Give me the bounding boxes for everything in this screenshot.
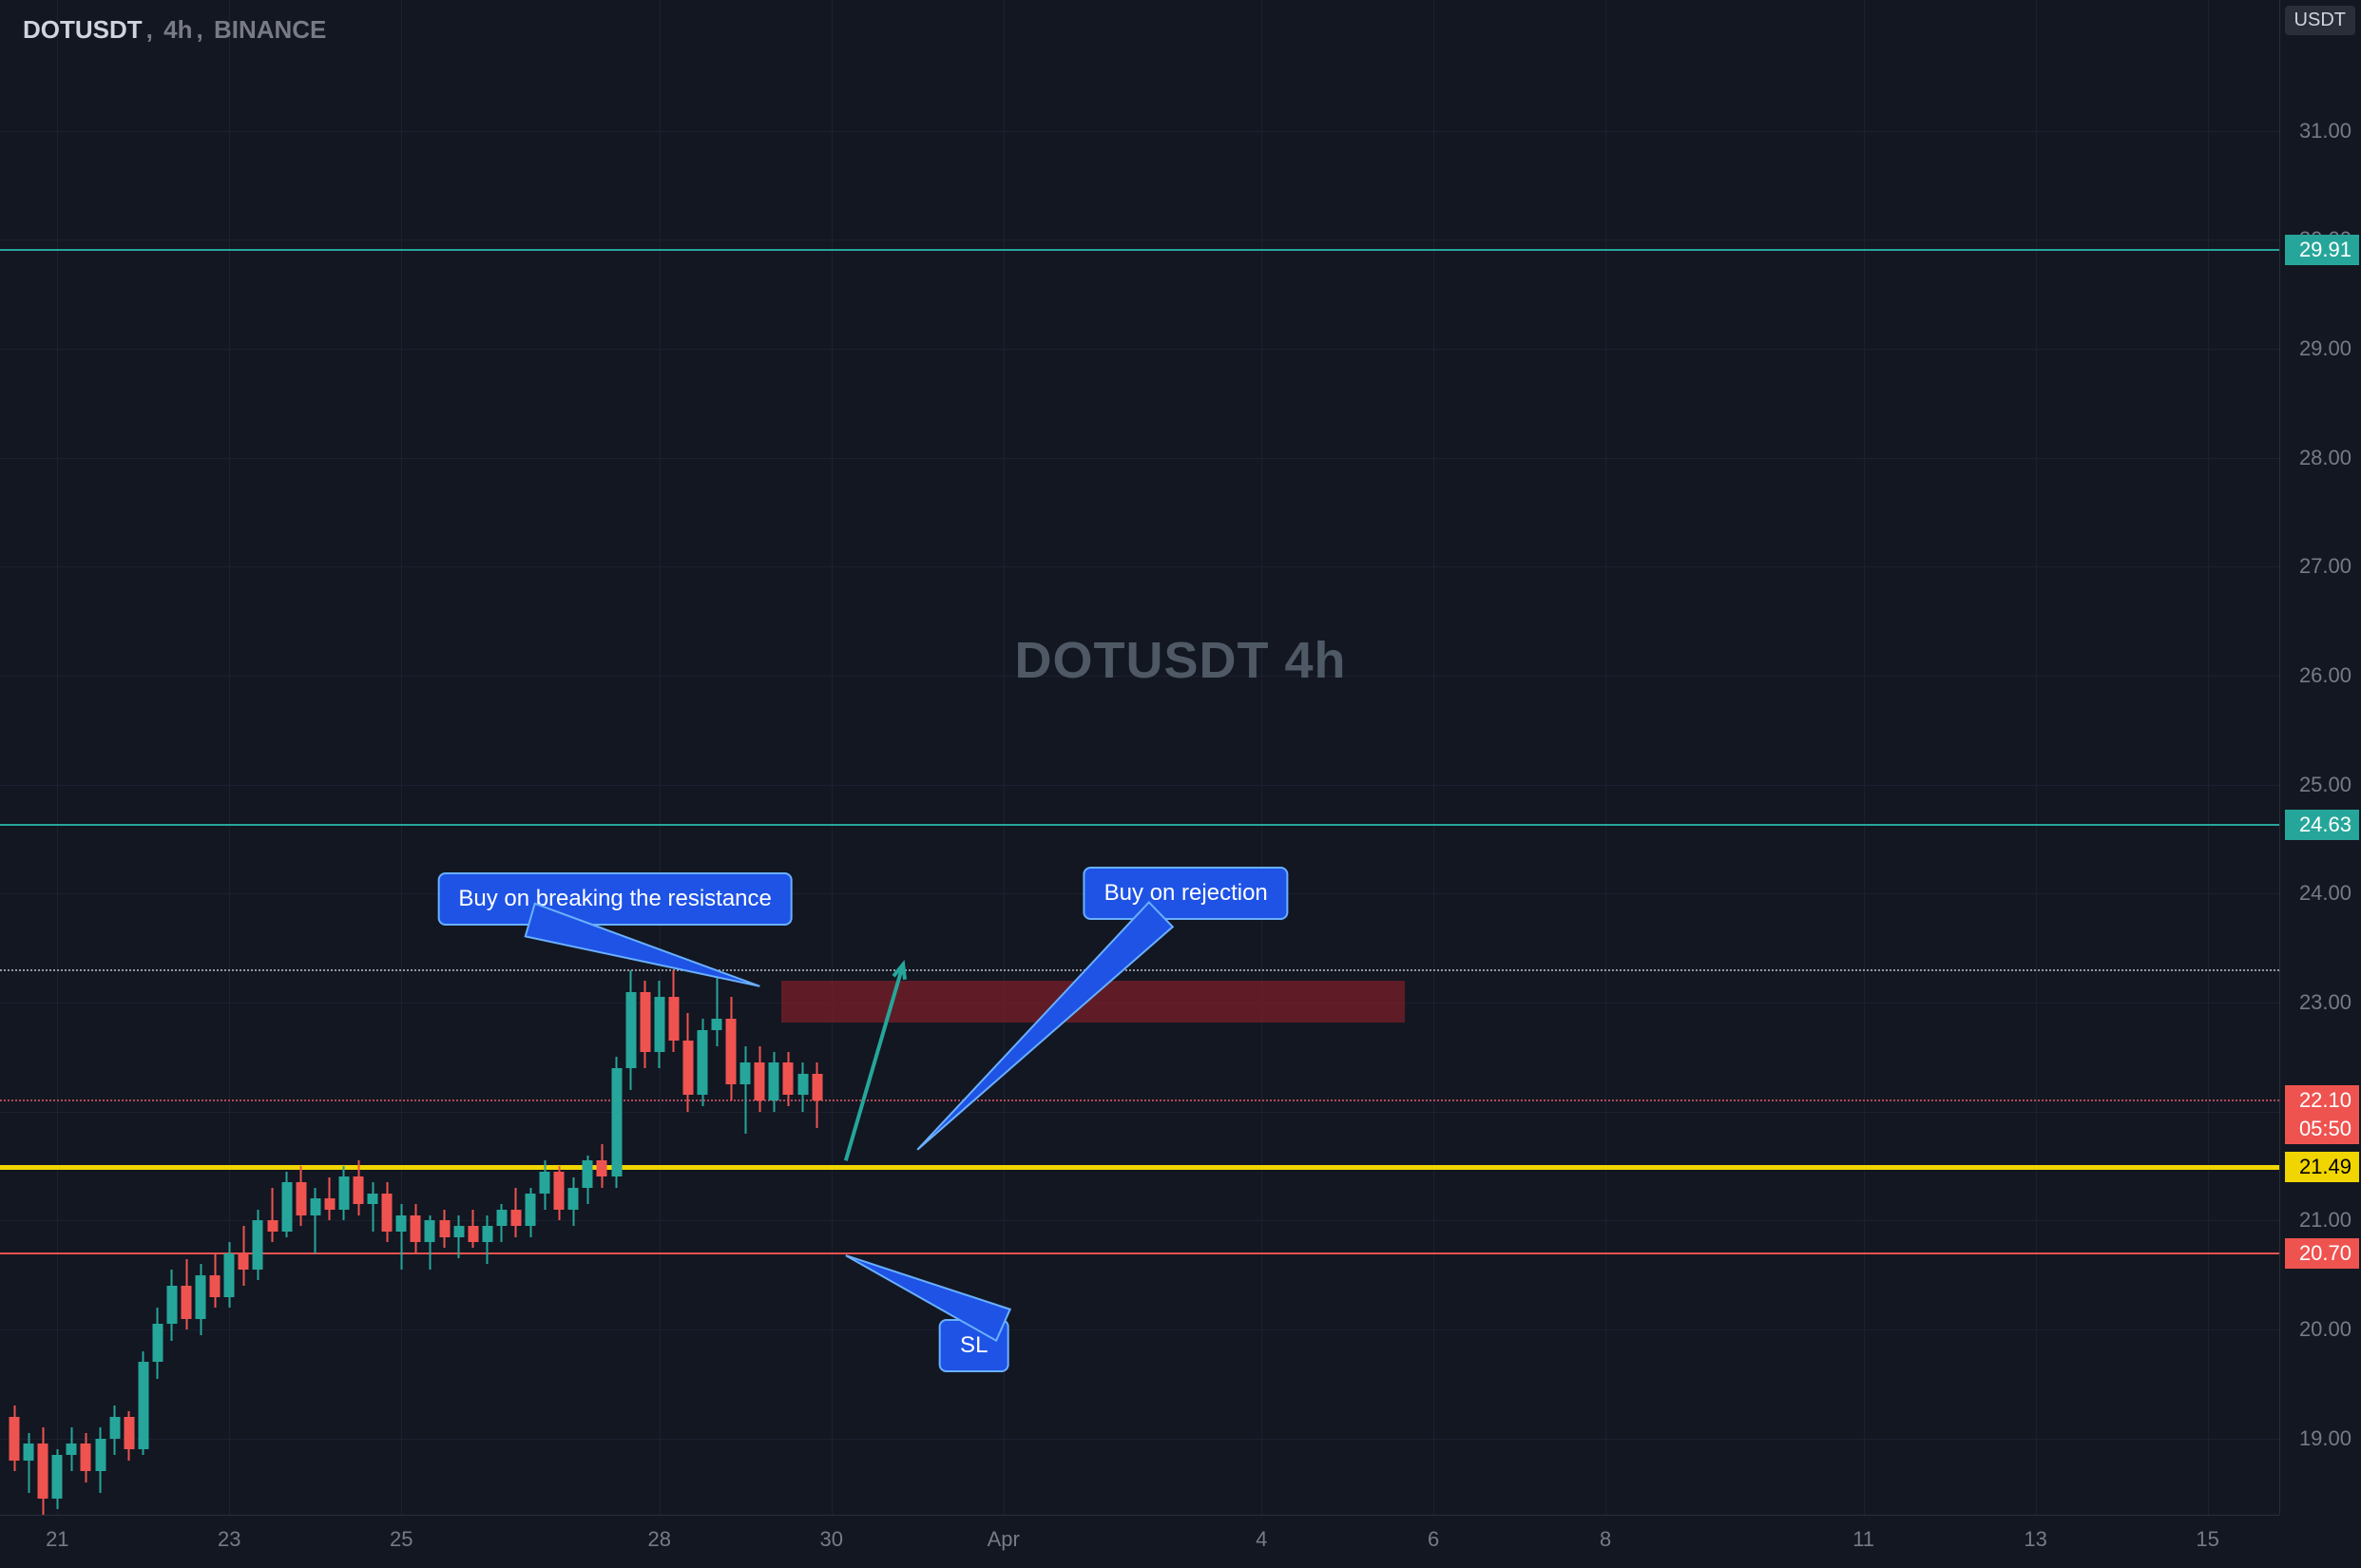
projection-arrow[interactable] — [0, 0, 2279, 1515]
callout-bubble[interactable]: SL — [939, 1319, 1008, 1372]
y-axis[interactable]: USDT 19.0020.0021.0022.0023.0024.0025.00… — [2279, 0, 2361, 1515]
price-badge: 29.91 — [2285, 235, 2359, 265]
y-tick-label: 21.00 — [2299, 1208, 2351, 1233]
price-badge: 20.70 — [2285, 1238, 2359, 1269]
x-tick-label: 21 — [46, 1527, 68, 1552]
x-tick-label: 15 — [2196, 1527, 2218, 1552]
x-axis[interactable]: 21 23 25 28 30 Apr 4 6 8 11 13 15 — [0, 1515, 2279, 1568]
x-tick-label: 23 — [218, 1527, 240, 1552]
x-tick-label: 8 — [1600, 1527, 1611, 1552]
x-tick-label: 28 — [648, 1527, 671, 1552]
interval-label[interactable]: 4h — [163, 15, 192, 44]
plot-area[interactable]: Buy on breaking the resistance Buy on rej… — [0, 0, 2279, 1515]
y-axis-unit[interactable]: USDT — [2285, 6, 2355, 35]
chart-header: DOTUSDT, 4h, BINANCE — [23, 15, 326, 45]
chart-container: DOTUSDT, 4h, BINANCE DOTUSDT 4h Buy on b… — [0, 0, 2361, 1568]
y-tick-label: 19.00 — [2299, 1426, 2351, 1451]
symbol-label[interactable]: DOTUSDT — [23, 15, 143, 44]
x-tick-label: 6 — [1428, 1527, 1439, 1552]
price-badge: 24.63 — [2285, 810, 2359, 840]
y-tick-label: 24.00 — [2299, 881, 2351, 906]
y-tick-label: 20.00 — [2299, 1317, 2351, 1342]
price-badge: 21.49 — [2285, 1152, 2359, 1182]
x-tick-label: 13 — [2024, 1527, 2046, 1552]
x-tick-label: 4 — [1256, 1527, 1267, 1552]
x-tick-label: 30 — [819, 1527, 842, 1552]
y-tick-label: 26.00 — [2299, 663, 2351, 688]
y-tick-label: 25.00 — [2299, 773, 2351, 797]
x-tick-label: 11 — [1852, 1527, 1874, 1552]
callout-bubble[interactable]: Buy on rejection — [1084, 867, 1289, 920]
x-tick-label: 25 — [390, 1527, 413, 1552]
callout-bubble[interactable]: Buy on breaking the resistance — [437, 872, 793, 926]
y-tick-label: 27.00 — [2299, 554, 2351, 579]
y-tick-label: 28.00 — [2299, 446, 2351, 470]
y-tick-label: 23.00 — [2299, 990, 2351, 1015]
price-badge-sub: 05:50 — [2285, 1114, 2359, 1144]
price-badge: 22.10 — [2285, 1085, 2359, 1116]
y-tick-label: 31.00 — [2299, 119, 2351, 143]
exchange-label[interactable]: BINANCE — [214, 15, 326, 44]
y-tick-label: 29.00 — [2299, 336, 2351, 361]
x-tick-label: Apr — [988, 1527, 1020, 1552]
